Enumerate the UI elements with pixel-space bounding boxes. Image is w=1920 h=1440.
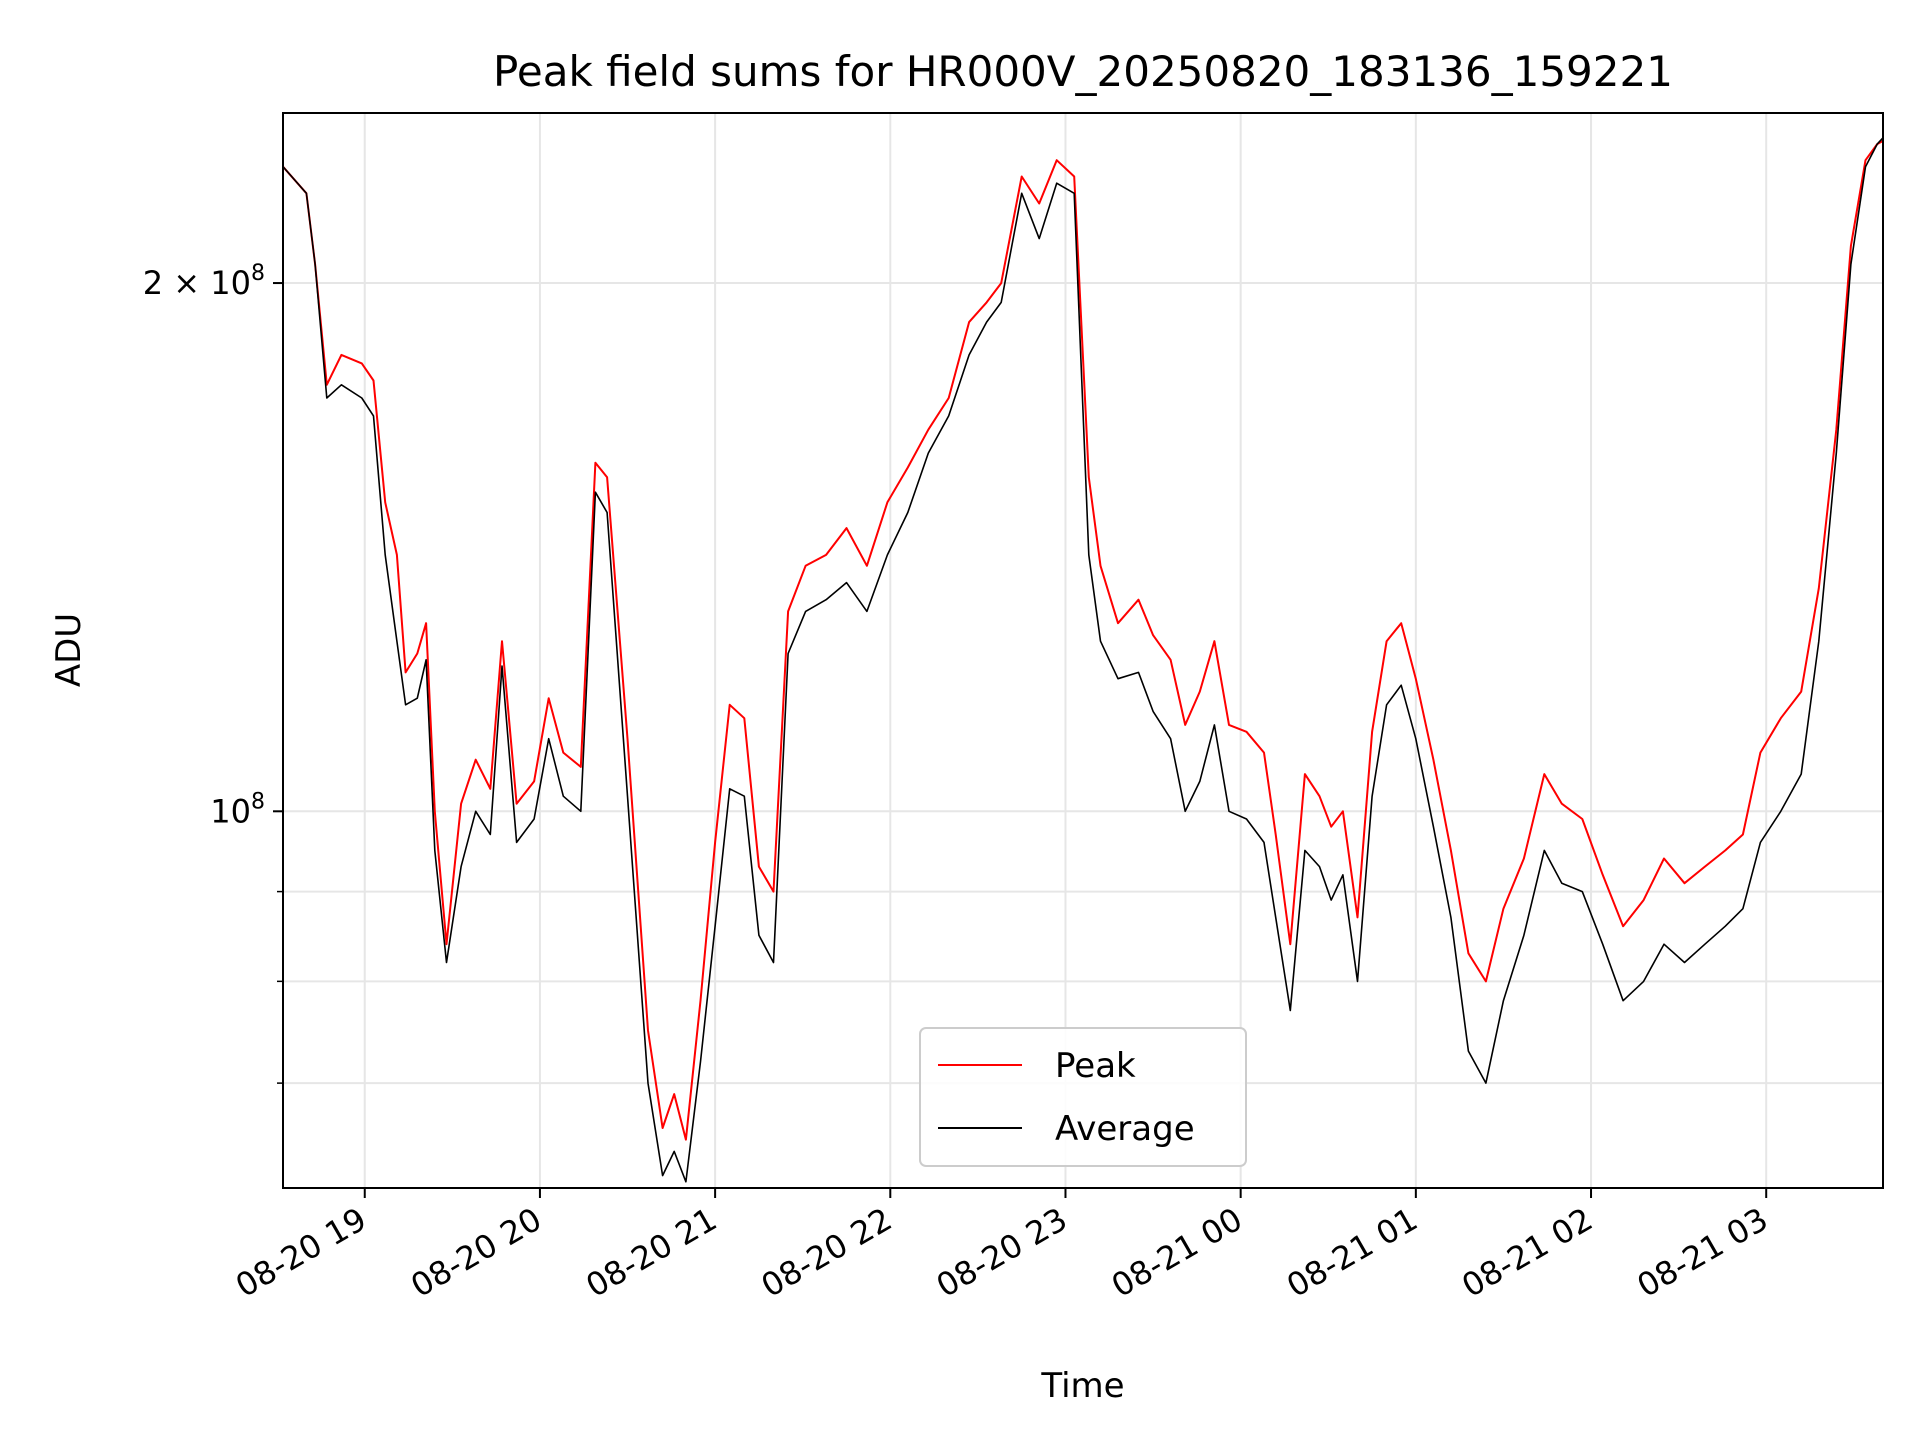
legend-label-peak: Peak (1055, 1046, 1136, 1086)
series-layer (283, 137, 1883, 1183)
y-axis: 108 2 × 108 (143, 261, 283, 1084)
series-line-peak (283, 140, 1883, 1141)
y-tick-label: 108 (210, 789, 265, 830)
chart-title: Peak field sums for HR000V_20250820_1831… (493, 47, 1673, 96)
plot-frame (282, 112, 1884, 1189)
grid (283, 113, 1883, 1188)
legend-box (919, 1027, 1247, 1167)
y-axis-title: ADU (49, 613, 89, 687)
series-line-average (283, 137, 1883, 1183)
x-axis-title: Time (1040, 1366, 1124, 1406)
legend: Peak Average (919, 1027, 1247, 1167)
y-tick-label: 2 × 108 (143, 261, 265, 302)
legend-label-average: Average (1055, 1109, 1195, 1149)
